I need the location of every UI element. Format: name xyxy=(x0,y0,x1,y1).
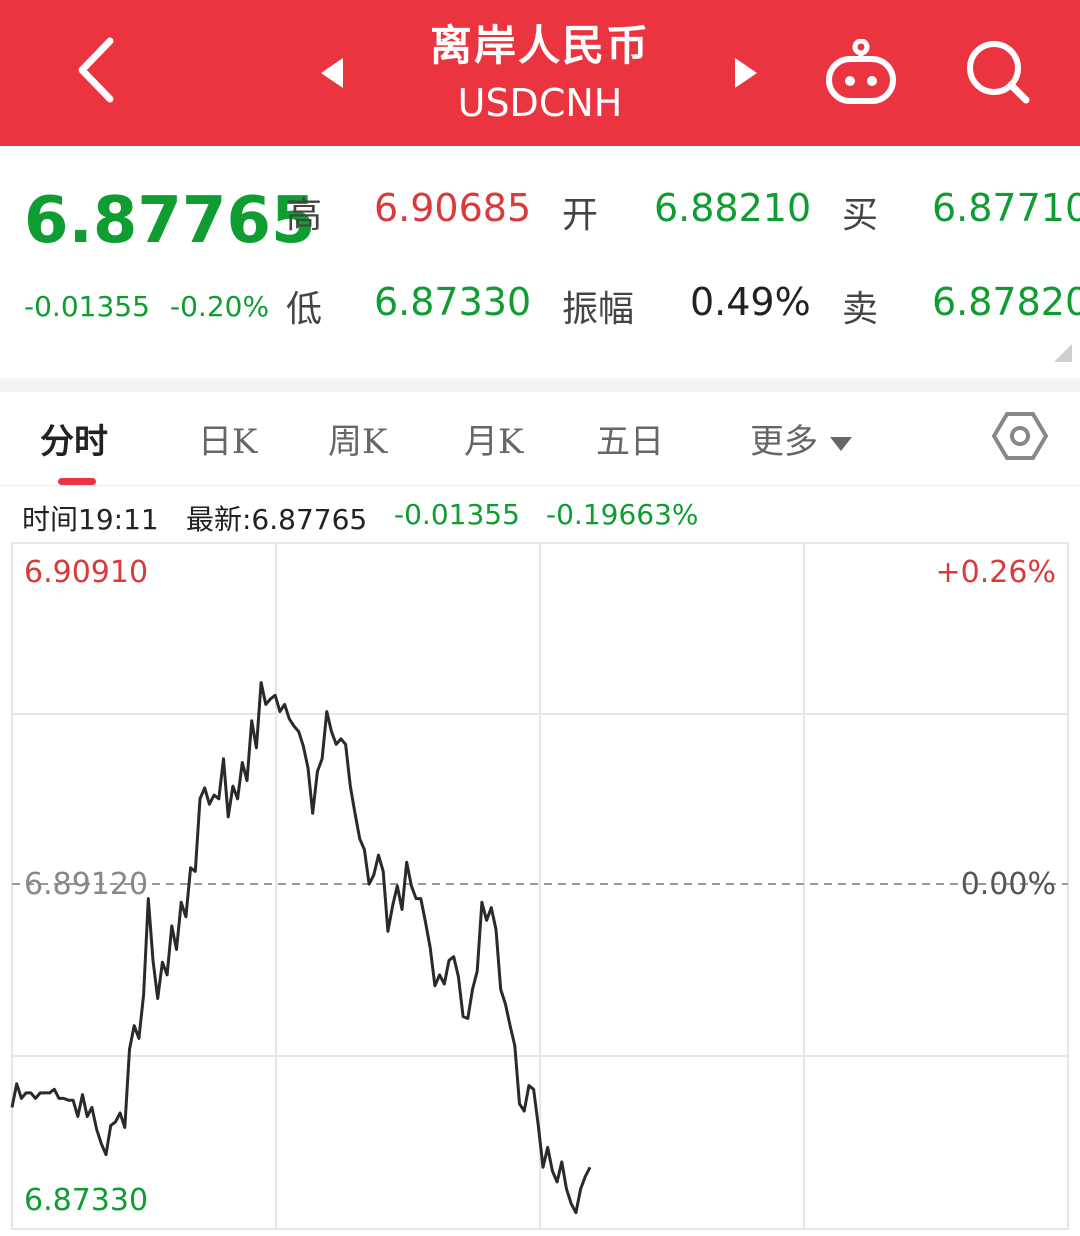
back-button[interactable] xyxy=(60,30,132,110)
back-arrow-icon xyxy=(78,37,114,103)
chart-grid xyxy=(11,542,1069,1230)
instrument-code: USDCNH xyxy=(457,81,623,125)
search-button[interactable] xyxy=(958,36,1038,108)
price-change-pct: -0.20% xyxy=(170,290,270,323)
tab-weekly-k[interactable]: 周K xyxy=(328,422,388,462)
prev-triangle-icon xyxy=(321,58,343,88)
tab-more[interactable]: 更多 xyxy=(750,414,852,463)
pct-max-label: +0.26% xyxy=(936,555,1056,590)
low-label: 低 xyxy=(286,289,323,330)
tab-monthly-k[interactable]: 月K xyxy=(464,422,524,462)
section-divider xyxy=(0,378,1080,392)
open-value: 6.88210 xyxy=(654,186,812,230)
buy-value: 6.87710 xyxy=(932,186,1080,230)
settings-hexagon-icon xyxy=(992,412,1048,460)
top-bar: 离岸人民币 USDCNH xyxy=(0,0,1080,146)
assistant-button[interactable] xyxy=(820,36,902,108)
chart-settings-button[interactable] xyxy=(992,408,1048,464)
next-triangle-icon xyxy=(735,58,757,88)
info-time: 时间19:11 xyxy=(22,503,159,536)
search-icon xyxy=(967,41,1030,104)
low-value: 6.87330 xyxy=(374,280,532,324)
buy-label: 买 xyxy=(842,195,879,236)
open-label: 开 xyxy=(562,195,599,236)
prev-instrument-button[interactable] xyxy=(310,48,354,98)
info-latest: 最新:6.87765 xyxy=(186,503,368,536)
tab-intraday[interactable]: 分时 xyxy=(40,422,108,462)
info-change: -0.01355 xyxy=(394,498,520,531)
y-ref-label: 6.89120 xyxy=(24,867,148,902)
period-tabs: 分时 日K 周K 月K 五日 更多 xyxy=(0,392,1080,486)
quote-panel: 6.87765 -0.01355 -0.20% 高 6.90685 开 6.88… xyxy=(0,146,1080,380)
instrument-name: 离岸人民币 xyxy=(429,21,650,70)
sell-label: 卖 xyxy=(842,289,879,330)
robot-icon xyxy=(826,39,896,104)
active-tab-indicator xyxy=(58,478,96,485)
price-change: -0.01355 xyxy=(24,290,150,323)
chevron-down-icon xyxy=(830,437,852,451)
tab-more-label: 更多 xyxy=(750,422,818,462)
price-series-line xyxy=(10,681,592,1215)
high-label: 高 xyxy=(286,195,323,236)
amplitude-value: 0.49% xyxy=(690,280,811,324)
instrument-title: 离岸人民币 USDCNH xyxy=(380,18,700,128)
amplitude-label: 振幅 xyxy=(562,289,635,330)
sell-value: 6.87820 xyxy=(932,280,1080,324)
high-value: 6.90685 xyxy=(374,186,532,230)
tab-five-day[interactable]: 五日 xyxy=(596,422,664,462)
info-change-pct: -0.19663% xyxy=(546,498,699,531)
intraday-chart[interactable]: 6.90910 6.89120 6.87330 +0.26% 0.00% xyxy=(0,540,1080,1236)
pct-ref-label: 0.00% xyxy=(961,867,1056,902)
expand-corner-icon[interactable] xyxy=(1054,344,1072,362)
next-instrument-button[interactable] xyxy=(724,48,768,98)
y-min-label: 6.87330 xyxy=(24,1183,148,1218)
tab-daily-k[interactable]: 日K xyxy=(198,422,258,462)
y-max-label: 6.90910 xyxy=(24,555,148,590)
last-price: 6.87765 xyxy=(24,184,316,258)
